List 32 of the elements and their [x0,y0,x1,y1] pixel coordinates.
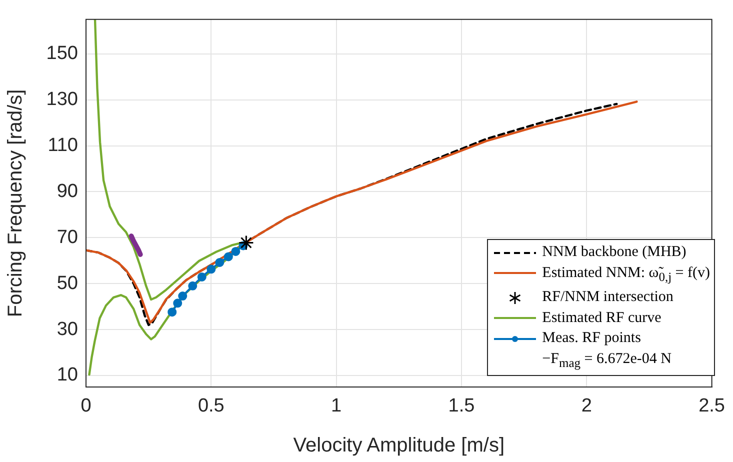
x-tick-label: 2.5 [698,396,726,417]
legend-label: Estimated RF curve [542,310,662,326]
point [231,246,240,256]
y-tick-label: 110 [48,134,78,156]
point [206,264,216,274]
point [168,308,177,317]
y-tick-label: 90 [56,180,78,202]
y-tick-label: 70 [56,226,78,248]
legend-label: Estimated NNM: ω̃$_{0,j}$ = f(v) [542,264,710,284]
y-tick-label: 130 [46,89,78,110]
y-tick-label: 150 [46,43,78,64]
x-tick-label: 2 [581,396,592,417]
y-tick-label: 30 [56,318,78,340]
x-tick-label: 1 [331,396,342,417]
point [224,252,233,262]
y-axis-title: Forcing Frequency [rad/s] [4,89,27,318]
x-tick-label: 0.5 [198,396,224,417]
legend-label: NNM backbone (MHB) [542,244,686,260]
point [178,292,188,301]
point [197,272,206,282]
point [188,281,198,290]
point [215,258,224,267]
point [238,234,254,250]
point [173,298,182,308]
x-tick-label: 0 [80,396,92,417]
x-tick-label: 1.5 [448,396,475,417]
annotation: −F$_{mag}$ = 6.672e-04 N [541,350,672,372]
x-axis-title: Velocity Amplitude [m/s] [293,434,504,457]
y-tick-label: 10 [56,364,78,386]
legend-label: RF/NNM intersection [542,289,674,305]
y-tick-label: 50 [56,272,78,294]
legend-label: Meas. RF points [542,330,641,346]
